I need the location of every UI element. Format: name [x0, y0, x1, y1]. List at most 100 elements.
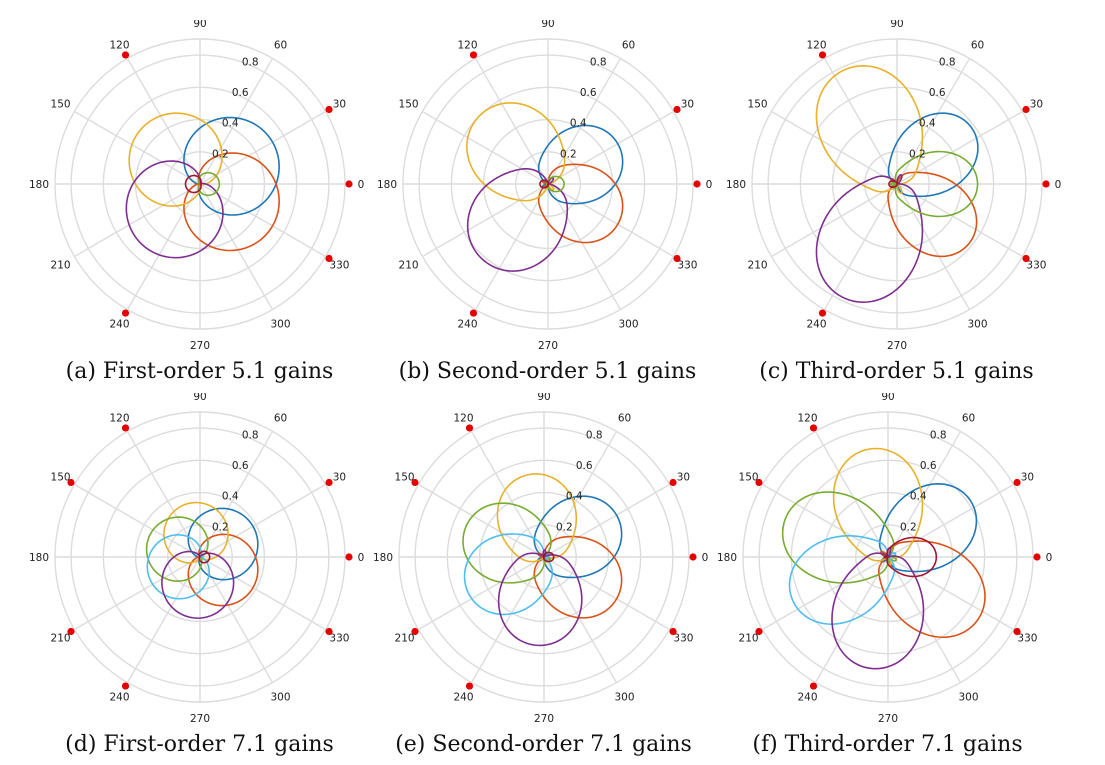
radial-tick-label: 0.6	[920, 460, 937, 472]
speaker-marker	[325, 478, 333, 487]
grid-spoke	[74, 110, 201, 185]
figure-caption: (b) Second-order 5.1 gains	[398, 359, 697, 384]
angular-tick-label: 150	[395, 472, 415, 484]
speaker-marker	[465, 424, 474, 432]
speaker-marker	[809, 424, 818, 432]
figure-caption: (c) Third-order 5.1 gains	[759, 359, 1034, 384]
grid-spoke	[887, 556, 962, 683]
angular-tick-label: 30	[681, 99, 694, 111]
series-yellow	[466, 102, 566, 202]
series-darkred	[539, 179, 550, 189]
grid-spoke	[126, 183, 201, 310]
speaker-marker	[1042, 180, 1050, 188]
angular-tick-label: 150	[51, 99, 71, 111]
grid-spoke	[547, 183, 674, 258]
speaker-marker	[673, 105, 681, 114]
angular-tick-label: 30	[333, 99, 346, 111]
speaker-marker	[809, 682, 818, 690]
radial-tick-label: 0.4	[910, 491, 927, 503]
speaker-marker	[411, 627, 419, 636]
polar-plot: 0.2 0.4 0.6 0.8 0 30 60 90 120 150 180 210 240 270 300…	[377, 20, 712, 352]
angular-tick-label: 210	[51, 260, 71, 272]
grid-spoke	[74, 483, 201, 558]
series-green	[889, 150, 979, 218]
polar-plot: 0.2 0.4 0.6 0.8 0 30 60 90 120 150 180 210 240 270 300…	[717, 393, 1053, 725]
angular-tick-label: 330	[673, 633, 693, 645]
series-purple	[497, 549, 583, 647]
speaker-marker	[693, 180, 701, 188]
series-darkred	[888, 179, 899, 189]
grid-spoke	[422, 183, 549, 258]
grid-spoke	[74, 183, 201, 258]
series-green	[145, 516, 209, 582]
series-purple	[831, 547, 925, 670]
angular-tick-label: 60	[274, 40, 287, 52]
speaker-marker	[755, 478, 763, 487]
series-yellow	[496, 473, 578, 565]
radial-tick-label: 0.2	[212, 521, 229, 533]
angular-tick-label: 330	[329, 633, 349, 645]
polar-plot: 0.2 0.4 0.6 0.8 0 30 60 90 120 150 180 210 240 270 300…	[29, 20, 364, 352]
angular-tick-label: 30	[677, 472, 690, 484]
radial-tick-label: 0.6	[580, 87, 597, 99]
grid-spoke	[199, 183, 274, 310]
radial-tick-label: 0.4	[222, 491, 239, 503]
grid-spoke	[422, 110, 549, 185]
angular-tick-label: 300	[614, 691, 634, 703]
series-orange	[183, 152, 280, 252]
angular-tick-label: 210	[399, 260, 419, 272]
angular-tick-label: 30	[1021, 472, 1034, 484]
angular-tick-label: 120	[109, 413, 129, 425]
grid-spoke	[418, 556, 545, 631]
radial-tick-label: 0.8	[242, 56, 259, 68]
angular-tick-label: 90	[193, 20, 206, 30]
speaker-marker	[818, 51, 827, 59]
speaker-marker	[121, 424, 130, 432]
polar-grid	[54, 38, 346, 330]
polar-panel-c: 0.2 0.4 0.6 0.8 0 30 60 90 120 150 180 210 240 270 300…	[724, 20, 1069, 392]
figure-caption: (d) First-order 7.1 gains	[65, 732, 334, 757]
radial-tick-label: 0.2	[556, 521, 573, 533]
radial-tick-label: 0.6	[929, 87, 946, 99]
grid-spoke	[762, 556, 889, 631]
grid-spoke	[543, 556, 618, 683]
angular-tick-label: 300	[618, 318, 638, 330]
speaker-marker	[669, 627, 677, 636]
grid-spoke	[199, 110, 326, 185]
grid-spoke	[74, 556, 201, 631]
radial-tick-label: 0.2	[560, 148, 577, 160]
angular-tick-label: 180	[373, 552, 393, 564]
angular-tick-label: 0	[1046, 552, 1053, 564]
angular-tick-label: 0	[1055, 179, 1062, 191]
radial-tick-label: 0.2	[212, 148, 229, 160]
grid-spoke	[199, 183, 326, 258]
angular-tick-label: 300	[270, 318, 290, 330]
angular-tick-label: 240	[109, 318, 129, 330]
angular-tick-label: 180	[29, 179, 49, 191]
speaker-marker	[469, 309, 478, 317]
speaker-marker	[121, 51, 130, 59]
grid-spoke	[199, 556, 326, 631]
grid-spoke	[199, 58, 274, 185]
angular-tick-label: 180	[29, 552, 49, 564]
series-darkred	[184, 174, 202, 194]
grid-spoke	[547, 110, 674, 185]
speaker-marker	[755, 627, 763, 636]
grid-spoke	[474, 183, 549, 310]
grid-spoke	[771, 110, 898, 185]
speaker-marker	[669, 478, 677, 487]
angular-tick-label: 90	[193, 393, 206, 403]
radial-tick-label: 0.2	[909, 148, 926, 160]
angular-tick-label: 270	[878, 713, 898, 725]
speaker-marker	[325, 105, 333, 114]
angular-tick-label: 240	[109, 691, 129, 703]
speaker-marker	[818, 309, 827, 317]
polar-panel-a: 0.2 0.4 0.6 0.8 0 30 60 90 120 150 180 210 240 270 300…	[27, 20, 372, 392]
angular-tick-label: 150	[748, 99, 768, 111]
speaker-marker	[411, 478, 419, 487]
radial-tick-label: 0.4	[566, 491, 583, 503]
polar-panel-f: 0.2 0.4 0.6 0.8 0 30 60 90 120 150 180 210 240 270 300…	[715, 393, 1060, 765]
angular-tick-label: 180	[726, 179, 746, 191]
radial-tick-label: 0.4	[222, 118, 239, 130]
radial-tick-label: 0.8	[939, 56, 956, 68]
